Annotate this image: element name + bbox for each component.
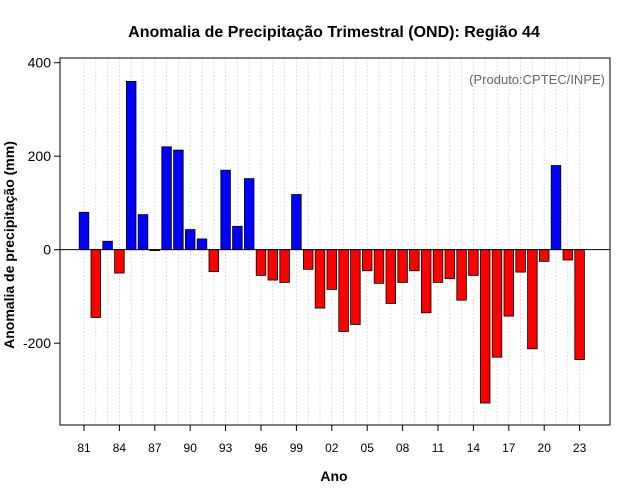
bar-2019 [527,249,538,350]
bar-1986 [137,214,149,251]
x-tick-label: 93 [219,441,233,455]
bar-2008 [397,249,408,283]
bar-2023 [574,249,585,360]
bar-2003 [338,249,349,332]
bar-1989 [173,149,184,251]
y-axis-label: Anomalia de precipitação (mm) [1,141,17,349]
bar-2022 [562,249,574,261]
bar-2020 [539,249,550,262]
x-tick-label: 11 [432,441,445,455]
bar-2006 [373,249,385,284]
bar-1981 [78,211,90,251]
bar-2005 [361,249,373,272]
bar-2009 [409,249,420,272]
x-tick-label: 84 [113,441,127,455]
bar-2018 [515,249,526,273]
x-tick-label: 17 [502,441,516,455]
bar-1983 [102,240,113,251]
bar-2010 [420,249,432,314]
x-tick-label: 08 [396,441,410,455]
bar-1990 [184,229,196,251]
bar-2012 [444,249,456,280]
bar-1995 [243,178,255,251]
x-tick-label: 14 [467,441,481,455]
source-note: (Produto:CPTEC/INPE) [469,72,605,87]
bar-2021 [550,165,562,251]
bar-1991 [196,238,208,251]
bar-2000 [302,249,314,270]
y-tick-label: 0 [43,242,51,258]
bar-2014 [468,249,479,276]
bar-1997 [267,249,279,281]
y-tick-label: 400 [28,55,52,71]
x-tick-label: 23 [573,441,587,455]
x-tick-label: 81 [77,441,91,455]
x-tick-label: 20 [538,441,552,455]
bar-1998 [279,249,290,283]
bar-2016 [491,249,503,358]
bar-1992 [208,249,220,273]
bars [78,80,585,404]
bar-2007 [385,249,397,304]
bar-1988 [161,146,172,251]
bar-2013 [456,249,467,301]
bar-2002 [326,249,338,290]
bar-2004 [350,249,361,325]
x-tick-label: 87 [148,441,162,455]
x-tick-label: 90 [184,441,198,455]
x-tick-label: 02 [325,441,339,455]
plot-frame [59,57,611,426]
y-axis: -200 0 200 400 [23,55,60,351]
bar-1984 [114,249,125,274]
chart-title: Anomalia de Precipitação Trimestral (OND… [128,24,540,41]
bar-1982 [90,249,102,318]
bar-2015 [479,249,491,404]
y-tick-label: 200 [28,148,52,164]
x-tick-label: 05 [361,441,375,455]
bar-1985 [126,80,137,251]
bar-2017 [503,249,515,317]
bar-1999 [291,194,302,251]
vertical-grid [83,58,580,425]
bar-1996 [255,249,267,276]
bar-1993 [220,169,231,251]
bar-2011 [432,249,444,283]
bar-2001 [314,249,326,309]
bar-1994 [232,225,243,251]
x-axis: 81 84 87 90 93 96 99 02 05 08 11 14 17 20 23 [77,425,587,455]
x-axis-label: Ano [320,468,347,484]
y-tick-label: -200 [23,335,51,351]
x-tick-label: 99 [290,441,304,455]
x-tick-label: 96 [254,441,268,455]
